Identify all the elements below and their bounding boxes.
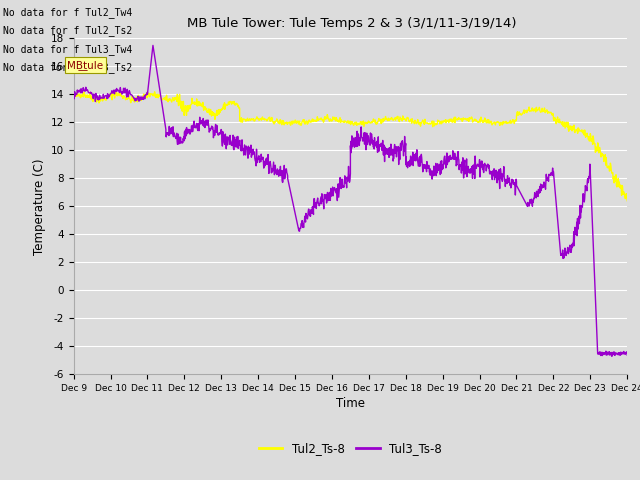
Y-axis label: Temperature (C): Temperature (C) bbox=[33, 158, 47, 255]
Text: MB͟tule: MB͟tule bbox=[67, 60, 103, 70]
Legend: Tul2_Ts-8, Tul3_Ts-8: Tul2_Ts-8, Tul3_Ts-8 bbox=[254, 437, 447, 460]
X-axis label: Time: Time bbox=[336, 397, 365, 410]
Text: MB Tule Tower: Tule Temps 2 & 3 (3/1/11-3/19/14): MB Tule Tower: Tule Temps 2 & 3 (3/1/11-… bbox=[188, 17, 516, 30]
Text: No data for f Tul2_Tw4: No data for f Tul2_Tw4 bbox=[3, 7, 132, 18]
Text: No data for f Tul2_Ts2: No data for f Tul2_Ts2 bbox=[3, 25, 132, 36]
Text: No data for f Tul3_Tw4: No data for f Tul3_Tw4 bbox=[3, 44, 132, 55]
Text: No data for f Tul3_Ts2: No data for f Tul3_Ts2 bbox=[3, 62, 132, 73]
